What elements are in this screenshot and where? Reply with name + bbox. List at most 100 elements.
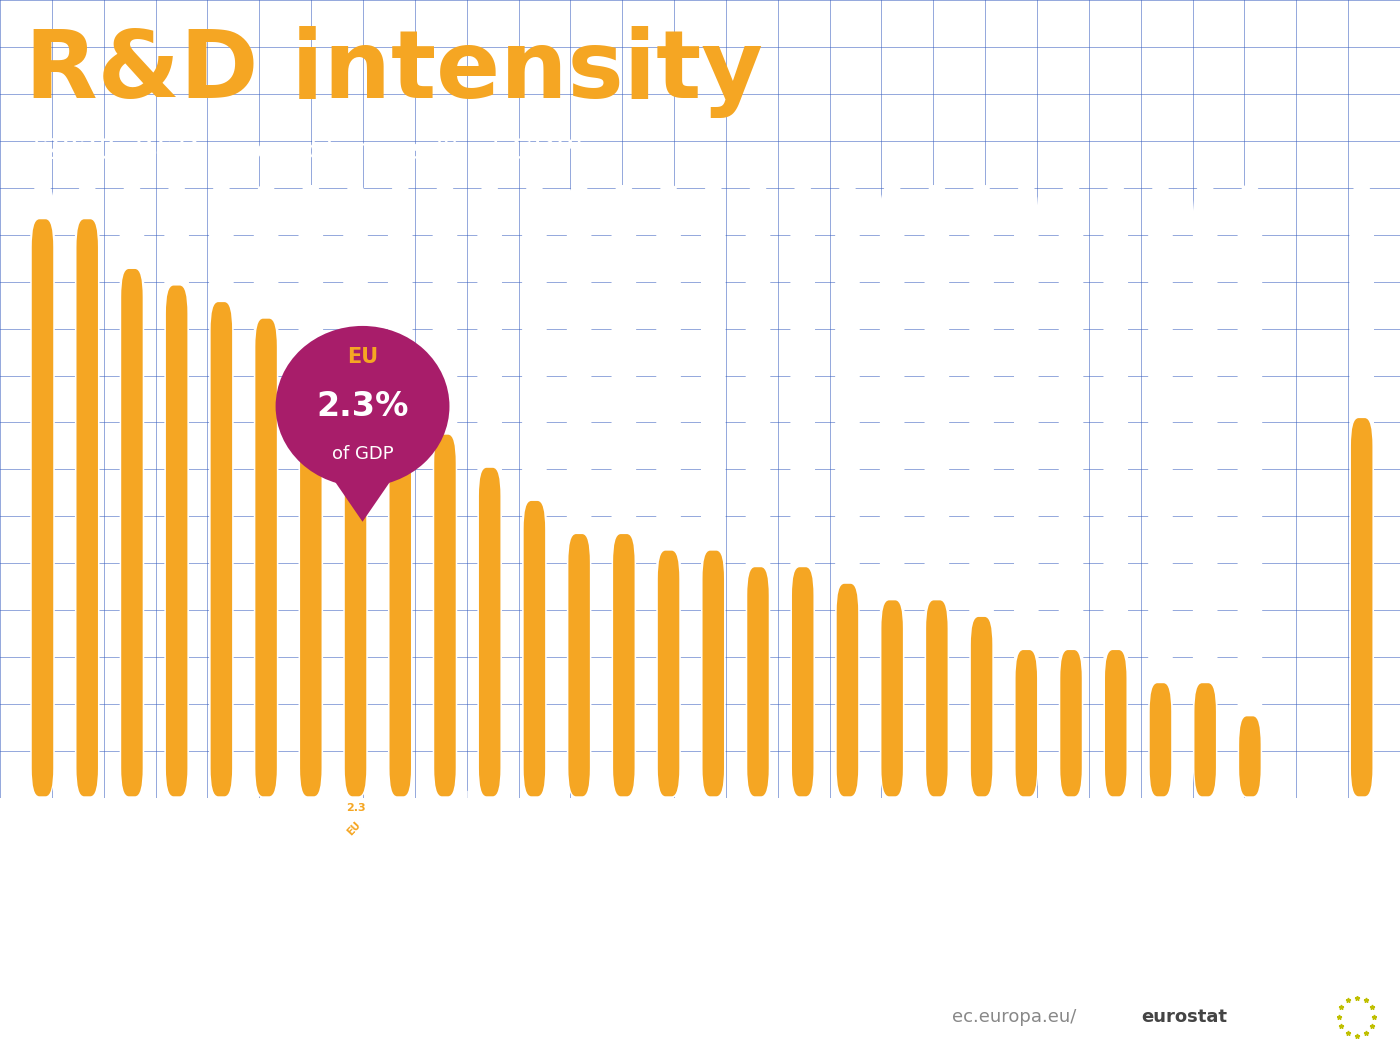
FancyBboxPatch shape: [703, 551, 724, 796]
FancyBboxPatch shape: [388, 185, 413, 798]
Text: ITALY: ITALY: [693, 819, 721, 848]
FancyBboxPatch shape: [1148, 185, 1173, 798]
FancyBboxPatch shape: [1058, 185, 1084, 798]
Text: CZECHIA: CZECHIA: [456, 819, 497, 861]
Text: 0.9: 0.9: [1106, 803, 1126, 814]
Text: BELGIUM: BELGIUM: [8, 819, 50, 864]
Text: CROATIA: CROATIA: [815, 819, 855, 861]
Text: POLAND: POLAND: [771, 819, 811, 860]
Text: AUSTRIA: AUSTRIA: [98, 819, 139, 863]
FancyBboxPatch shape: [1350, 185, 1373, 798]
Text: 3.0: 3.0: [211, 803, 231, 814]
Text: 2.0: 2.0: [480, 803, 500, 814]
FancyBboxPatch shape: [568, 534, 589, 796]
Text: MALTA: MALTA: [1180, 819, 1212, 853]
FancyBboxPatch shape: [167, 285, 188, 796]
FancyBboxPatch shape: [658, 551, 679, 796]
Text: 1.1: 1.1: [972, 803, 991, 814]
Text: 2.2: 2.2: [435, 803, 455, 814]
FancyBboxPatch shape: [1103, 185, 1128, 798]
Text: 1.4: 1.4: [792, 803, 812, 814]
Text: 0.7: 0.7: [1196, 803, 1215, 814]
FancyBboxPatch shape: [970, 617, 993, 796]
Text: SPAIN: SPAIN: [735, 819, 766, 851]
FancyBboxPatch shape: [924, 185, 949, 798]
FancyBboxPatch shape: [1105, 650, 1127, 796]
FancyBboxPatch shape: [612, 185, 636, 798]
Text: 2.3: 2.3: [1352, 803, 1372, 814]
Text: NETHERLANDS: NETHERLANDS: [344, 819, 407, 887]
Text: HUNGARY: HUNGARY: [542, 819, 587, 867]
FancyBboxPatch shape: [927, 600, 948, 796]
Text: IRELAND: IRELAND: [860, 819, 899, 863]
Text: SLOVENIA: SLOVENIA: [407, 819, 452, 867]
Text: 1.6: 1.6: [570, 803, 589, 814]
Text: LATVIA: LATVIA: [1134, 819, 1168, 855]
Text: SWEDEN: SWEDEN: [55, 819, 95, 861]
Text: ESTONIA: ESTONIA: [501, 819, 542, 863]
Text: 2.3%: 2.3%: [316, 390, 409, 423]
FancyBboxPatch shape: [77, 219, 98, 796]
FancyBboxPatch shape: [1193, 185, 1218, 798]
Text: BULGARIA: BULGARIA: [987, 819, 1033, 868]
Text: 3.1: 3.1: [167, 803, 186, 814]
Text: DENMARK: DENMARK: [183, 819, 228, 868]
FancyBboxPatch shape: [343, 185, 368, 798]
FancyBboxPatch shape: [567, 185, 591, 798]
Text: LITHUANIA: LITHUANIA: [896, 819, 944, 871]
FancyBboxPatch shape: [300, 402, 322, 796]
Text: FRANCE: FRANCE: [280, 819, 318, 859]
FancyBboxPatch shape: [837, 583, 858, 796]
FancyBboxPatch shape: [1060, 650, 1082, 796]
Text: 1.8: 1.8: [525, 803, 545, 814]
Text: CYPRUS: CYPRUS: [1040, 819, 1078, 859]
Text: GREECE: GREECE: [638, 819, 676, 858]
FancyBboxPatch shape: [32, 219, 53, 796]
FancyBboxPatch shape: [746, 185, 770, 798]
FancyBboxPatch shape: [479, 468, 500, 796]
FancyBboxPatch shape: [31, 185, 55, 798]
FancyBboxPatch shape: [882, 600, 903, 796]
FancyBboxPatch shape: [119, 185, 144, 798]
FancyBboxPatch shape: [879, 185, 904, 798]
FancyBboxPatch shape: [434, 434, 456, 796]
Text: EU: EU: [347, 347, 378, 367]
FancyBboxPatch shape: [522, 185, 547, 798]
FancyBboxPatch shape: [613, 534, 634, 796]
FancyBboxPatch shape: [477, 185, 503, 798]
Text: 3.5: 3.5: [32, 803, 52, 814]
FancyBboxPatch shape: [253, 185, 279, 798]
FancyBboxPatch shape: [76, 185, 99, 798]
FancyBboxPatch shape: [792, 568, 813, 796]
Text: eurostat: eurostat: [1141, 1007, 1226, 1026]
Text: ROMANIA: ROMANIA: [1214, 819, 1257, 866]
FancyBboxPatch shape: [1238, 185, 1263, 798]
Text: 0.7: 0.7: [1151, 803, 1170, 814]
Text: 2.3: 2.3: [391, 803, 410, 814]
Ellipse shape: [276, 326, 449, 486]
FancyBboxPatch shape: [209, 185, 234, 798]
Text: (2020, R&D expenditure as % of GDP): (2020, R&D expenditure as % of GDP): [31, 137, 585, 165]
FancyBboxPatch shape: [255, 319, 277, 796]
FancyBboxPatch shape: [344, 419, 367, 796]
Text: R&D intensity: R&D intensity: [25, 26, 763, 118]
FancyBboxPatch shape: [210, 302, 232, 796]
Text: NORWAY: NORWAY: [1329, 819, 1369, 863]
FancyBboxPatch shape: [1351, 419, 1372, 796]
FancyBboxPatch shape: [791, 185, 815, 798]
Text: 1.6: 1.6: [615, 803, 634, 814]
Text: 1.2: 1.2: [927, 803, 946, 814]
FancyBboxPatch shape: [969, 185, 994, 798]
Text: FINLAND: FINLAND: [232, 819, 273, 863]
FancyBboxPatch shape: [748, 568, 769, 796]
Text: 1.3: 1.3: [837, 803, 857, 814]
FancyBboxPatch shape: [524, 501, 545, 796]
Text: 1.5: 1.5: [703, 803, 722, 814]
FancyBboxPatch shape: [1239, 717, 1260, 796]
Text: 1.2: 1.2: [882, 803, 902, 814]
Text: 0.9: 0.9: [1016, 803, 1036, 814]
Text: ec.europa.eu/: ec.europa.eu/: [952, 1007, 1077, 1026]
FancyBboxPatch shape: [836, 185, 860, 798]
FancyBboxPatch shape: [298, 185, 323, 798]
Text: GERMANY: GERMANY: [139, 819, 183, 867]
